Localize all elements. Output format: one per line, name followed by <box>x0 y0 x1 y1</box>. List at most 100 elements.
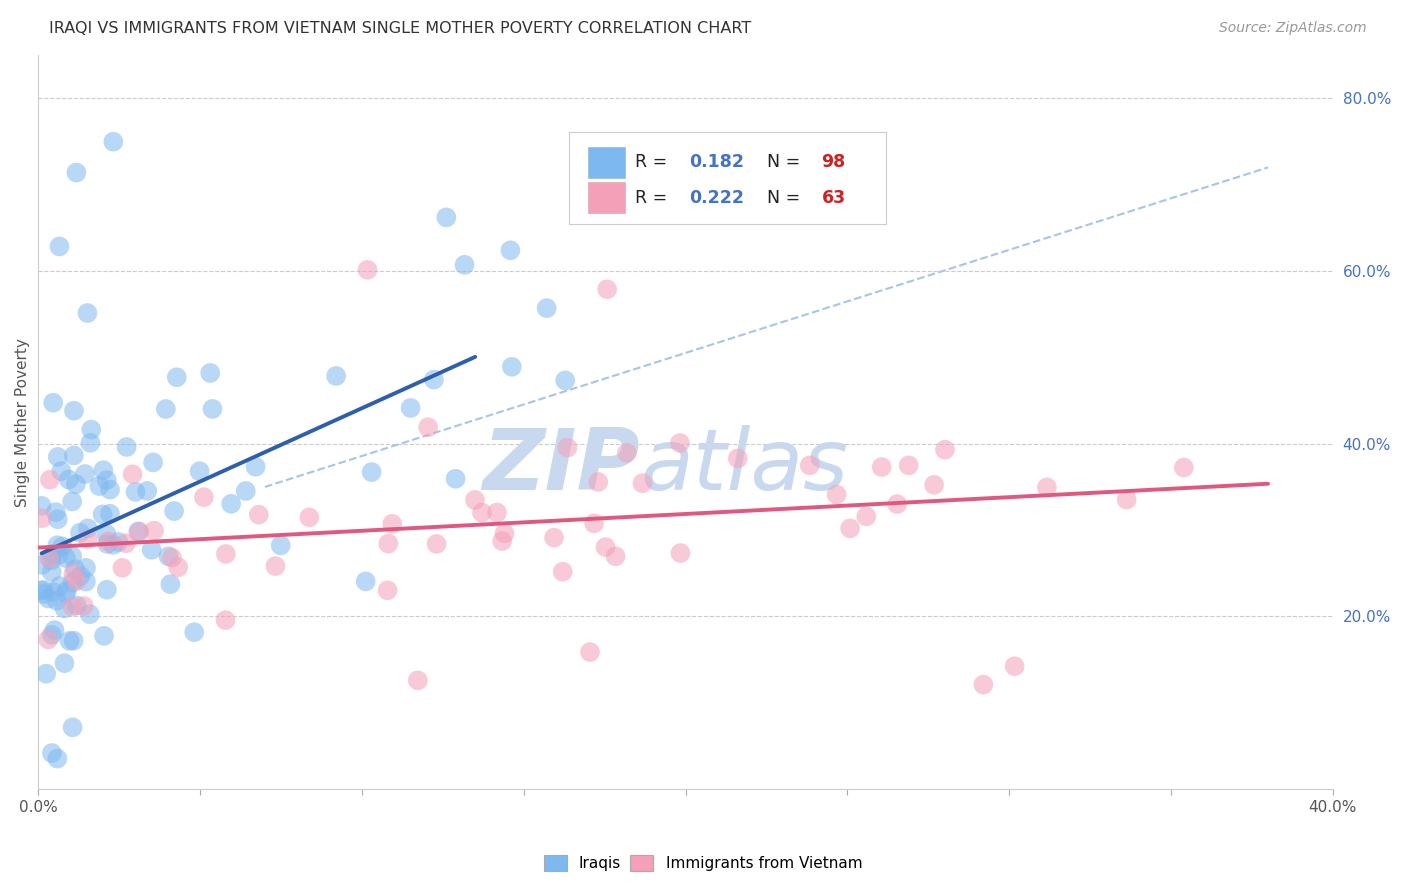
FancyBboxPatch shape <box>589 147 624 178</box>
Point <box>167 560 190 574</box>
Point <box>631 476 654 491</box>
Point <box>60 494 83 508</box>
Text: 0.222: 0.222 <box>689 188 744 207</box>
Point <box>96 537 118 551</box>
Point <box>75 574 97 589</box>
Point <box>360 465 382 479</box>
Point <box>31 558 53 572</box>
Point <box>588 475 610 489</box>
Point <box>91 463 114 477</box>
FancyBboxPatch shape <box>589 182 624 213</box>
Point <box>214 613 236 627</box>
Point <box>616 446 638 460</box>
Point <box>58 633 80 648</box>
Point <box>501 359 523 374</box>
Point <box>377 536 399 550</box>
Point <box>45 593 67 607</box>
Point <box>825 487 848 501</box>
Text: 63: 63 <box>821 188 845 207</box>
Point <box>41 565 63 579</box>
Point <box>65 574 87 588</box>
Point <box>79 435 101 450</box>
Point <box>89 479 111 493</box>
Point <box>53 656 76 670</box>
Point <box>55 551 77 566</box>
Point <box>60 549 83 563</box>
Point <box>98 483 121 497</box>
Point <box>159 577 181 591</box>
Point <box>58 473 80 487</box>
Point <box>69 525 91 540</box>
Point <box>75 561 97 575</box>
Point <box>41 628 63 642</box>
Point <box>35 666 58 681</box>
Point <box>63 562 86 576</box>
Point <box>79 607 101 622</box>
Point <box>103 135 125 149</box>
Point <box>60 599 83 614</box>
Point <box>200 366 222 380</box>
Point <box>31 499 53 513</box>
Text: ZIP: ZIP <box>482 425 640 508</box>
Point <box>193 490 215 504</box>
Point <box>53 601 76 615</box>
Point <box>219 497 242 511</box>
Point <box>142 455 165 469</box>
Point <box>31 511 53 525</box>
Point <box>32 587 55 601</box>
Point <box>270 538 292 552</box>
Text: 0.182: 0.182 <box>689 153 744 171</box>
Point <box>799 458 821 473</box>
Text: R =: R = <box>636 153 673 171</box>
Point <box>381 516 404 531</box>
Text: 98: 98 <box>821 153 846 171</box>
Point <box>121 467 143 482</box>
Point <box>727 451 749 466</box>
Point <box>325 368 347 383</box>
Point <box>41 746 63 760</box>
Point <box>160 550 183 565</box>
Point <box>80 423 103 437</box>
Point <box>934 442 956 457</box>
Point <box>499 244 522 258</box>
Point <box>1036 480 1059 494</box>
Point <box>298 510 321 524</box>
Point <box>56 583 79 598</box>
Text: atlas: atlas <box>640 425 848 508</box>
Text: IRAQI VS IMMIGRANTS FROM VIETNAM SINGLE MOTHER POVERTY CORRELATION CHART: IRAQI VS IMMIGRANTS FROM VIETNAM SINGLE … <box>49 21 751 36</box>
Point <box>76 521 98 535</box>
Point <box>870 460 893 475</box>
Point <box>839 521 862 535</box>
Point <box>215 547 238 561</box>
Point <box>76 306 98 320</box>
Point <box>1004 659 1026 673</box>
Point <box>886 497 908 511</box>
Point <box>48 548 70 562</box>
Point <box>41 553 63 567</box>
Point <box>583 516 606 531</box>
Point <box>245 459 267 474</box>
Point <box>127 524 149 539</box>
Point <box>45 505 67 519</box>
Point <box>96 473 118 487</box>
Point <box>543 531 565 545</box>
Point <box>596 282 619 296</box>
Point <box>46 512 69 526</box>
Point <box>98 507 121 521</box>
Point <box>69 569 91 583</box>
Point <box>485 506 508 520</box>
Point <box>155 402 177 417</box>
Point <box>115 536 138 550</box>
Point <box>115 440 138 454</box>
Point <box>494 526 516 541</box>
Point <box>141 542 163 557</box>
Point <box>855 509 877 524</box>
Point <box>96 582 118 597</box>
Point <box>66 599 89 613</box>
Point <box>444 472 467 486</box>
Point <box>1173 460 1195 475</box>
Point <box>124 484 146 499</box>
Point <box>201 401 224 416</box>
Point <box>62 720 84 734</box>
Point <box>416 420 439 434</box>
